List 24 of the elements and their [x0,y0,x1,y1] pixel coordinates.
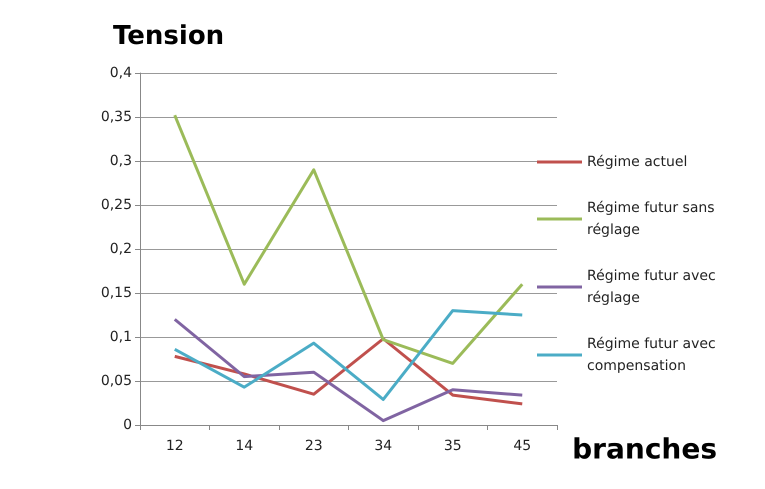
y-tick-label: 0,4 [110,65,132,81]
x-tick-label: 14 [235,438,254,454]
legend-label: Régime actuel [587,154,688,170]
x-tick-label: 45 [513,438,532,454]
x-axis-title: branches [572,432,718,466]
line-series [173,318,524,422]
y-tick-label: 0,15 [100,285,132,301]
x-tick-label: 34 [374,438,392,454]
legend-label: Régime futur sans réglage [587,200,720,238]
y-tick-label: 0,3 [110,153,132,169]
y-tick-label: 0,05 [100,373,132,389]
y-tick-label: 0,25 [100,197,132,213]
chart-title: Tension [113,21,224,51]
legend-label: Régime futur avec compensation [587,336,720,374]
y-tick-label: 0,1 [110,329,132,345]
y-tick-label: 0 [123,417,132,433]
y-tick-label: 0,35 [100,109,132,125]
x-tick-label: 23 [304,438,323,454]
x-tick-label: 35 [444,438,462,454]
y-tick-label: 0,2 [110,241,132,257]
line-series [173,114,524,365]
x-tick-label: 12 [166,438,184,454]
line-series [173,309,524,401]
legend-label: Régime futur avec réglage [587,268,720,306]
